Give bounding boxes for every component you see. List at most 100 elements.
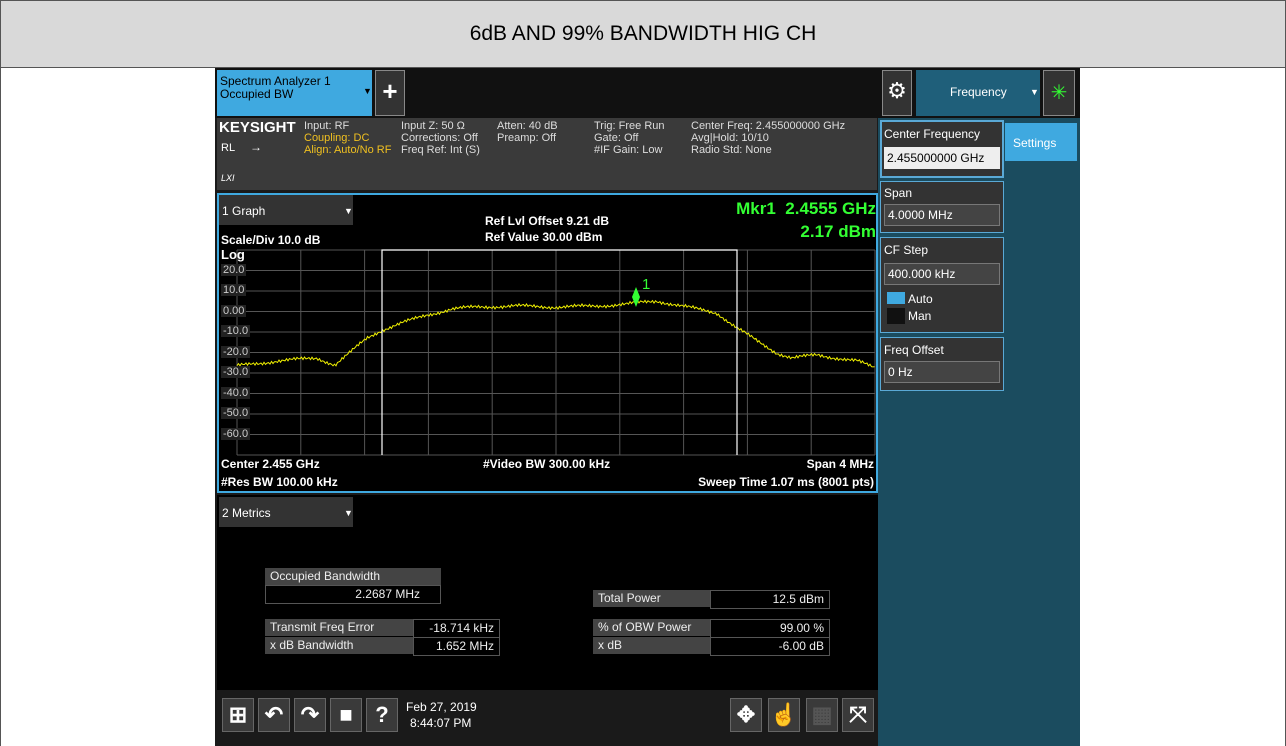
panel-value: 0 Hz <box>884 361 1000 383</box>
help-button[interactable]: ? <box>366 698 398 732</box>
rl: RL <box>221 142 236 154</box>
touch-button[interactable]: ☝ <box>768 698 800 732</box>
ref-value: Ref Value 30.00 dBm <box>485 230 603 244</box>
title-bar <box>0 0 1286 68</box>
info-text: Radio Std: None <box>691 144 772 156</box>
y-axis-label: -20.0 <box>221 345 251 358</box>
brand: KEYSIGHT <box>219 119 296 136</box>
metric-value: -6.00 dB <box>710 637 830 656</box>
metrics-window-tab[interactable] <box>219 497 353 527</box>
tab-line1: Spectrum Analyzer 1 <box>220 74 331 88</box>
info-text: Preamp: Off <box>497 132 557 144</box>
panel-value: 2.455000000 GHz <box>884 147 1000 169</box>
info-text: Atten: 40 dB <box>497 120 558 132</box>
layout-button[interactable]: ✥ <box>730 698 762 732</box>
metric-value: 99.00 % <box>710 619 830 638</box>
info-text: Input: RF <box>304 120 350 132</box>
info-text: #IF Gain: Low <box>594 144 663 156</box>
panel-value: 400.000 kHz <box>884 263 1000 285</box>
y-axis-label: 10.0 <box>221 284 247 296</box>
marker-freq: Mkr1 2.4555 GHz <box>736 199 876 218</box>
auto-label: Auto <box>908 292 933 306</box>
undo-button[interactable]: ↶ <box>258 698 290 732</box>
windows-button[interactable]: ⊞ <box>222 698 254 732</box>
status-icon[interactable]: ✳ <box>1043 70 1075 116</box>
metric-value: 1.652 MHz <box>413 637 500 656</box>
scale-type: Log <box>221 247 245 262</box>
sweep: Sweep Time 1.07 ms (8001 pts) <box>698 475 874 489</box>
info-text: Avg|Hold: 10/10 <box>691 132 769 144</box>
y-axis-label: -60.0 <box>221 427 251 440</box>
obw-bracket <box>381 249 738 455</box>
info-text: Gate: Off <box>594 132 639 144</box>
info-text: Align: Auto/No RF <box>304 144 392 156</box>
metric-value: 12.5 dBm <box>710 590 830 609</box>
settings-tab[interactable] <box>1005 123 1077 161</box>
marker-level: 2.17 dBm <box>800 222 876 241</box>
window-button[interactable]: ▦ <box>806 698 838 732</box>
tab-arrow: ▼ <box>363 86 372 96</box>
center: Center 2.455 GHz <box>221 457 320 471</box>
metric-value: -18.714 kHz <box>413 619 500 638</box>
metric-label: Occupied Bandwidth <box>265 568 441 585</box>
settings-label: Settings <box>1013 136 1057 150</box>
metric-label: x dB Bandwidth <box>265 637 413 654</box>
panel-label: Freq Offset <box>884 343 944 357</box>
time: 8:44:07 PM <box>410 716 472 730</box>
info-text: Corrections: Off <box>401 132 478 144</box>
auto-indicator[interactable] <box>887 292 905 304</box>
video-bw: #Video BW 300.00 kHz <box>483 457 611 471</box>
taskbar <box>217 690 878 746</box>
redo-button[interactable]: ↷ <box>294 698 326 732</box>
menu-arrow: ▼ <box>1030 87 1039 97</box>
panel-value: 4.0000 MHz <box>884 204 1000 226</box>
y-axis-label: -40.0 <box>221 386 251 399</box>
metrics-window-label: 2 Metrics <box>222 506 271 520</box>
marker-label: 1 <box>642 276 651 293</box>
y-axis-label: -50.0 <box>221 407 251 419</box>
fullscreen-button[interactable]: ⤧ <box>842 698 874 732</box>
marker <box>632 287 640 307</box>
date: Feb 27, 2019 <box>406 700 477 714</box>
menu-tab[interactable] <box>916 70 1040 116</box>
metric-label: Transmit Freq Error <box>265 619 413 636</box>
y-axis-label: 20.0 <box>221 263 247 276</box>
gear-button[interactable]: ⚙ <box>882 70 912 116</box>
title: 6dB AND 99% BANDWIDTH HIG CH <box>469 22 817 45</box>
y-axis-label: -30.0 <box>221 366 251 378</box>
info-text: Center Freq: 2.455000000 GHz <box>691 120 846 132</box>
scale: Scale/Div 10.0 dB <box>221 233 321 247</box>
rl-icon: → <box>250 140 262 154</box>
lxi: LXI <box>221 173 235 183</box>
span: Span 4 MHz <box>806 457 874 471</box>
menu-tab-label: Frequency <box>950 85 1007 99</box>
panel-label: CF Step <box>884 243 929 257</box>
info-text: Input Z: 50 Ω <box>401 120 465 132</box>
info-text: Freq Ref: Int (S) <box>401 144 480 156</box>
panel-label: Span <box>884 186 913 200</box>
analyzer-tab[interactable] <box>217 70 372 116</box>
file-button[interactable]: ■ <box>330 698 362 732</box>
metrics-window-arrow: ▼ <box>344 508 353 518</box>
metric-label: % of OBW Power <box>593 619 710 636</box>
ref-offset: Ref Lvl Offset 9.21 dB <box>485 214 610 228</box>
man-label: Man <box>908 309 932 323</box>
metric-label: x dB <box>593 637 710 654</box>
add-button[interactable]: + <box>375 70 405 116</box>
graph-window-tab[interactable] <box>219 195 353 225</box>
y-axis-label: -10.0 <box>221 325 251 337</box>
metric-value: 2.2687 MHz <box>265 585 441 604</box>
panel-label: Center Frequency <box>884 127 981 141</box>
info-text: Coupling: DC <box>304 132 370 144</box>
y-axis-label: 0.00 <box>221 304 247 317</box>
metric-label: Total Power <box>593 590 710 607</box>
man-indicator[interactable] <box>887 308 905 324</box>
tab-line2: Occupied BW <box>220 87 294 101</box>
graph <box>236 249 876 456</box>
info-text: Trig: Free Run <box>594 120 665 132</box>
trace <box>236 299 875 368</box>
res-bw: #Res BW 100.00 kHz <box>221 475 338 489</box>
graph-window-arrow: ▼ <box>344 206 353 216</box>
info-bar <box>217 118 877 190</box>
